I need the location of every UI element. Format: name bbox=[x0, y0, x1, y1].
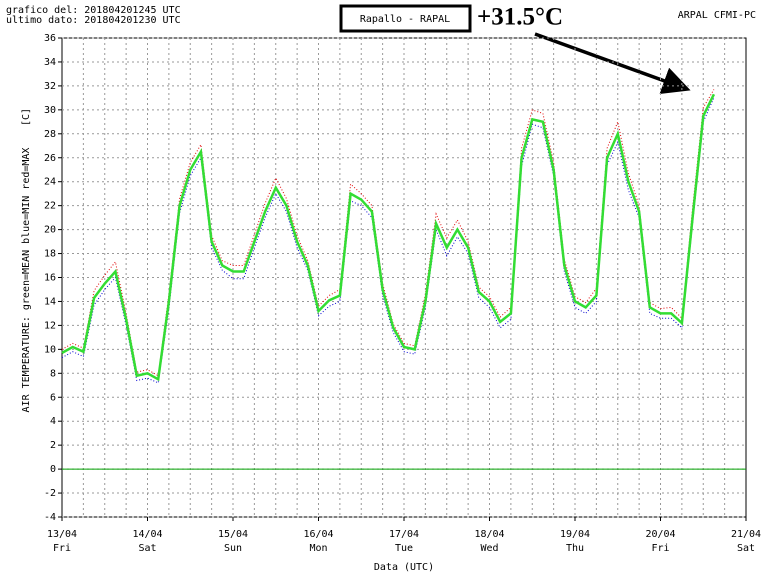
x-tick-weekday: Wed bbox=[480, 543, 498, 554]
y-tick-label: 18 bbox=[44, 249, 56, 260]
x-tick-label: 19/04 bbox=[560, 529, 590, 540]
plot: -4-202468101214161820222426283032343613/… bbox=[44, 33, 761, 554]
y-tick-label: 26 bbox=[44, 153, 56, 164]
y-axis-label: AIR TEMPERATURE: green=MEAN blue=MIN red… bbox=[21, 148, 32, 413]
annotation: +31.5°C bbox=[477, 4, 563, 31]
y-unit: [C] bbox=[21, 108, 32, 126]
header-right: ARPAL CFMI-PC bbox=[678, 10, 756, 21]
y-tick-label: 16 bbox=[44, 273, 56, 284]
y-tick-label: 28 bbox=[44, 129, 56, 140]
series-line bbox=[61, 97, 715, 384]
x-tick-weekday: Thu bbox=[566, 543, 584, 554]
x-tick-label: 20/04 bbox=[645, 529, 675, 540]
y-tick-label: 12 bbox=[44, 320, 56, 331]
y-tick-label: 6 bbox=[50, 392, 56, 403]
x-tick-label: 17/04 bbox=[389, 529, 419, 540]
x-tick-label: 15/04 bbox=[218, 529, 248, 540]
series-line bbox=[61, 89, 715, 377]
x-tick-weekday: Sun bbox=[224, 543, 242, 554]
y-tick-label: 34 bbox=[44, 57, 56, 68]
y-tick-label: 4 bbox=[50, 416, 56, 427]
y-tick-label: 24 bbox=[44, 177, 56, 188]
x-tick-label: 18/04 bbox=[474, 529, 504, 540]
y-tick-label: 0 bbox=[50, 464, 56, 475]
y-tick-label: 14 bbox=[44, 296, 56, 307]
x-tick-label: 14/04 bbox=[132, 529, 162, 540]
y-tick-label: 30 bbox=[44, 105, 56, 116]
y-tick-label: 36 bbox=[44, 33, 56, 44]
x-tick-label: 13/04 bbox=[47, 529, 77, 540]
header-left: ultimo dato: 201804201230 UTC bbox=[6, 15, 181, 26]
y-tick-label: 32 bbox=[44, 81, 56, 92]
y-tick-label: -2 bbox=[44, 488, 56, 499]
arrow bbox=[534, 32, 691, 95]
series-line bbox=[61, 93, 716, 382]
y-tick-label: 8 bbox=[50, 368, 56, 379]
x-tick-weekday: Fri bbox=[651, 543, 669, 554]
x-axis-label: Data (UTC) bbox=[374, 562, 434, 573]
station: Rapallo - RAPAL bbox=[360, 14, 450, 25]
station-box bbox=[339, 4, 472, 33]
x-tick-weekday: Sat bbox=[138, 543, 156, 554]
header-left: grafico del: 201804201245 UTC bbox=[6, 5, 181, 16]
y-tick-label: 2 bbox=[50, 440, 56, 451]
x-tick-weekday: Fri bbox=[53, 543, 71, 554]
x-tick-label: 21/04 bbox=[731, 529, 761, 540]
y-tick-label: 10 bbox=[44, 344, 56, 355]
x-tick-label: 16/04 bbox=[303, 529, 333, 540]
y-tick-label: -4 bbox=[44, 512, 56, 523]
x-tick-weekday: Mon bbox=[309, 543, 327, 554]
y-tick-label: 20 bbox=[44, 225, 56, 236]
x-tick-weekday: Sat bbox=[737, 543, 755, 554]
x-tick-weekday: Tue bbox=[395, 543, 413, 554]
y-tick-label: 22 bbox=[44, 201, 56, 212]
